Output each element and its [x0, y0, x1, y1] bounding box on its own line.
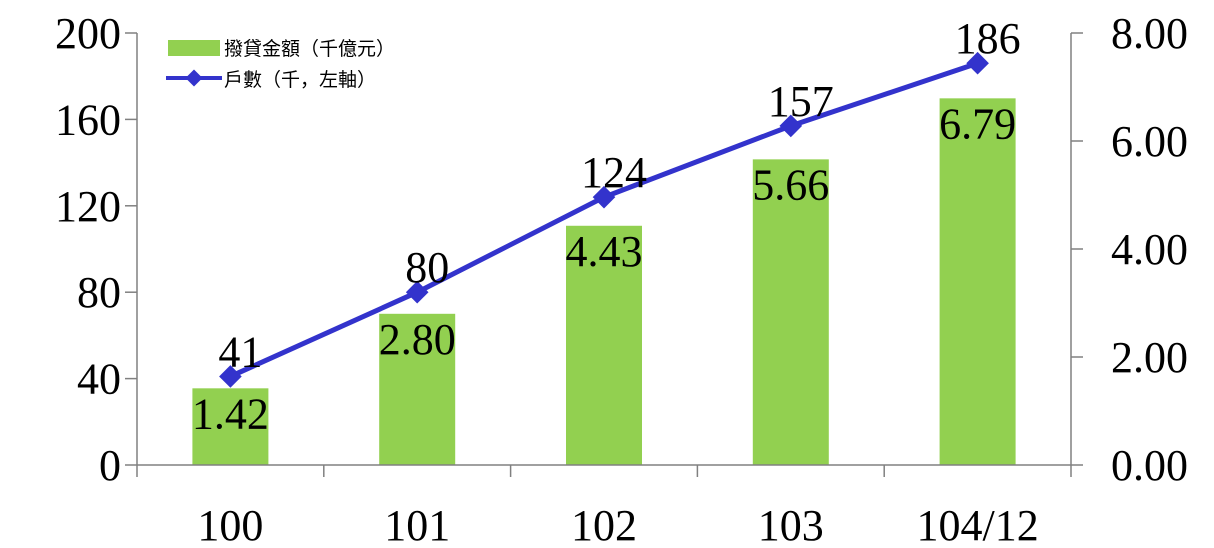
bar: [939, 98, 1016, 465]
bar: [752, 159, 829, 466]
x-tick-label: 100: [197, 501, 263, 548]
bar: [566, 225, 642, 465]
left-tick-label: 160: [55, 95, 121, 144]
bar-series: [192, 98, 1016, 466]
bar: [192, 388, 269, 465]
line-data-label: 124: [581, 148, 647, 197]
legend: 撥貸金額（千億元） 戶數（千，左軸）: [166, 38, 395, 91]
line-data-label: 41: [218, 327, 262, 376]
bar-data-label: 6.79: [939, 99, 1016, 148]
left-tick-label: 80: [77, 268, 121, 317]
line-data-label: 157: [768, 77, 834, 126]
x-tick-label: 102: [571, 501, 637, 548]
right-tick-label: 4.00: [1111, 225, 1188, 274]
legend-item-line: 戶數（千，左軸）: [166, 69, 376, 91]
left-tick-label: 0: [99, 441, 121, 490]
left-tick-label: 40: [77, 355, 121, 404]
legend-swatch-marker: [185, 69, 203, 87]
right-tick-label: 8.00: [1111, 9, 1188, 58]
data-labels: 1.42 2.80 4.43 5.66 6.79 41 80 124 157 186: [192, 14, 1021, 438]
bar-data-label: 5.66: [752, 160, 829, 209]
line-data-label: 80: [405, 243, 449, 292]
legend-label-line: 戶數（千，左軸）: [224, 69, 376, 91]
line-point: [779, 114, 803, 138]
right-axis-ticks: 0.00 2.00 4.00 6.00 8.00: [1071, 9, 1188, 490]
legend-swatch-bar: [168, 40, 220, 56]
line-point: [405, 280, 429, 304]
x-axis-ticks: 100 101 102 103 104/12: [136, 465, 1072, 548]
left-tick-label: 200: [55, 9, 121, 58]
right-tick-label: 2.00: [1111, 333, 1188, 382]
right-tick-label: 0.00: [1111, 441, 1188, 490]
x-tick-label: 103: [758, 501, 824, 548]
right-tick-label: 6.00: [1111, 117, 1188, 166]
bar-data-label: 1.42: [192, 389, 269, 438]
x-tick-label: 104/12: [916, 501, 1038, 548]
legend-label-bar: 撥貸金額（千億元）: [224, 38, 395, 60]
left-axis-ticks: 0 40 80 120 160 200: [55, 9, 137, 490]
bar: [379, 313, 456, 465]
legend-item-bar: 撥貸金額（千億元）: [168, 38, 395, 60]
bar-data-label: 2.80: [379, 315, 456, 364]
left-tick-label: 120: [55, 182, 121, 231]
bar-data-label: 4.43: [566, 227, 643, 276]
line-data-label: 186: [955, 14, 1021, 63]
x-tick-label: 101: [384, 501, 450, 548]
